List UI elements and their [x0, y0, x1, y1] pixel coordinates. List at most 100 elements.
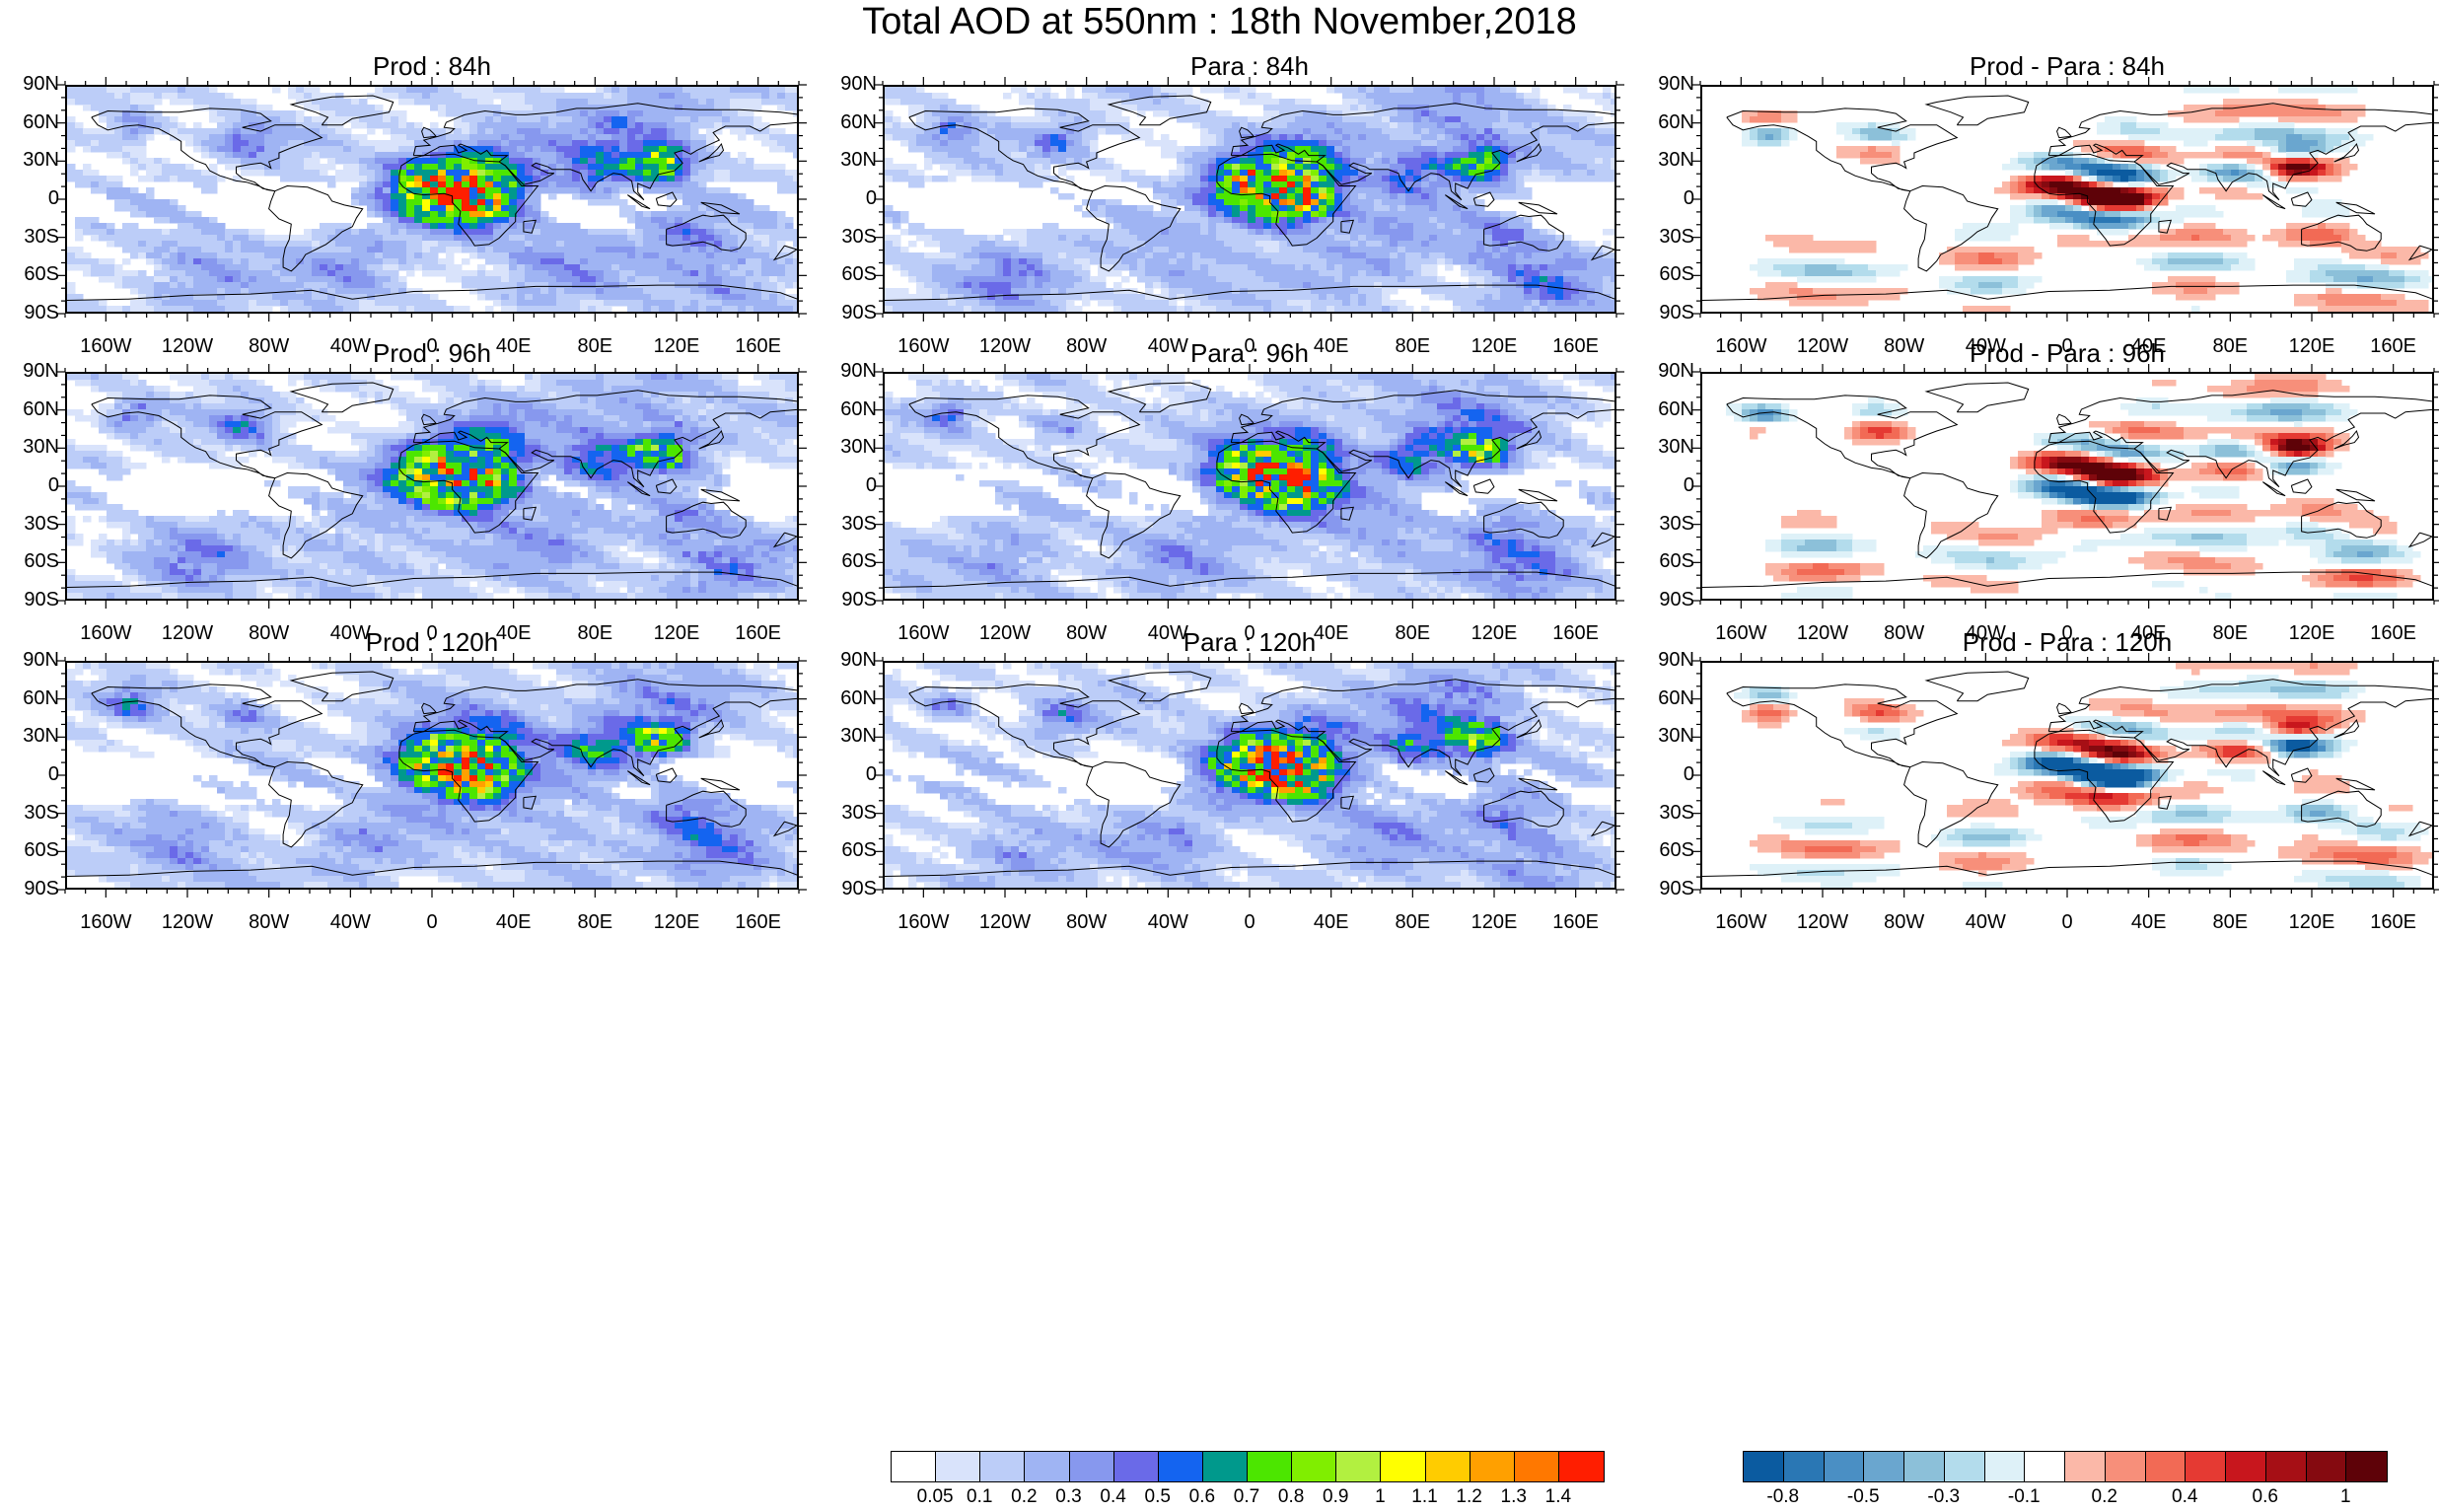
lat-tick-label: 0	[1637, 474, 1694, 497]
colorbar-swatch	[1863, 1451, 1904, 1482]
lat-tick-label: 0	[1637, 763, 1694, 786]
lat-tick-label: 60S	[820, 263, 877, 286]
lat-tick-label: 30S	[1637, 802, 1694, 825]
lat-tick-label: 60N	[1637, 111, 1694, 134]
colorbar-label: -0.8	[1754, 1486, 1813, 1508]
colorbar-swatch	[1335, 1451, 1382, 1482]
colorbar-swatch	[1425, 1451, 1471, 1482]
axis-ticks	[873, 362, 1626, 611]
lon-tick-label: 120W	[1788, 911, 1857, 934]
lon-tick-label: 40E	[479, 911, 548, 934]
colorbar-swatch	[1024, 1451, 1070, 1482]
lat-tick-label: 60N	[820, 111, 877, 134]
lon-tick-label: 40E	[1297, 911, 1366, 934]
colorbar-swatch	[979, 1451, 1026, 1482]
lat-tick-label: 0	[820, 763, 877, 786]
lat-tick-label: 30S	[820, 513, 877, 536]
colorbar-label: -0.1	[1994, 1486, 2053, 1508]
lon-tick-label: 40E	[2115, 911, 2184, 934]
lat-tick-label: 90N	[820, 73, 877, 96]
lon-tick-label: 120W	[153, 911, 222, 934]
lat-tick-label: 30S	[820, 226, 877, 249]
lon-tick-label: 160E	[1542, 911, 1611, 934]
lon-tick-label: 120W	[970, 911, 1040, 934]
colorbar-label: 1	[2316, 1486, 2375, 1508]
lon-tick-label: 160W	[889, 911, 958, 934]
lon-tick-label: 160E	[724, 911, 793, 934]
lat-tick-label: 90N	[1637, 73, 1694, 96]
colorbar-swatch	[935, 1451, 981, 1482]
lon-tick-label: 120E	[1460, 911, 1529, 934]
colorbar-swatch	[2105, 1451, 2146, 1482]
lat-tick-label: 0	[820, 474, 877, 497]
lon-tick-label: 120E	[2277, 911, 2346, 934]
lat-tick-label: 30N	[2, 149, 59, 172]
colorbar-swatch	[1202, 1451, 1249, 1482]
colorbar-swatch	[2345, 1451, 2387, 1482]
colorbar-label: -0.3	[1914, 1486, 1973, 1508]
colorbar-swatch	[2185, 1451, 2226, 1482]
axis-ticks	[55, 362, 809, 611]
lat-tick-label: 90S	[2, 302, 59, 324]
axis-ticks	[55, 75, 809, 324]
axis-ticks	[873, 75, 1626, 324]
lat-tick-label: 30N	[820, 725, 877, 748]
lat-tick-label: 30N	[2, 725, 59, 748]
lat-tick-label: 60S	[1637, 839, 1694, 862]
lat-tick-label: 60N	[820, 398, 877, 421]
lat-tick-label: 60N	[1637, 398, 1694, 421]
colorbar-swatch	[2225, 1451, 2266, 1482]
lat-tick-label: 0	[820, 187, 877, 210]
lat-tick-label: 90S	[820, 302, 877, 324]
colorbar-swatch	[1514, 1451, 1560, 1482]
colorbar-swatch	[891, 1451, 937, 1482]
lon-tick-label: 0	[397, 911, 466, 934]
lat-tick-label: 90N	[2, 649, 59, 672]
lat-tick-label: 30N	[1637, 149, 1694, 172]
lon-tick-label: 80E	[1378, 911, 1447, 934]
lat-tick-label: 60N	[2, 111, 59, 134]
lon-tick-label: 80W	[1052, 911, 1121, 934]
colorbar-swatch	[1158, 1451, 1204, 1482]
lat-tick-label: 90S	[2, 878, 59, 900]
colorbar-label: -0.5	[1833, 1486, 1893, 1508]
lat-tick-label: 90N	[820, 360, 877, 383]
colorbar-swatch	[1824, 1451, 1865, 1482]
lat-tick-label: 0	[2, 763, 59, 786]
lon-tick-label: 160W	[71, 911, 140, 934]
colorbar-swatch	[2265, 1451, 2307, 1482]
lat-tick-label: 30S	[820, 802, 877, 825]
lat-tick-label: 0	[2, 474, 59, 497]
lat-tick-label: 60S	[2, 839, 59, 862]
lon-tick-label: 0	[1215, 911, 1284, 934]
lat-tick-label: 60N	[1637, 687, 1694, 710]
lon-tick-label: 40W	[1951, 911, 2020, 934]
lat-tick-label: 30S	[2, 802, 59, 825]
lat-tick-label: 90N	[1637, 649, 1694, 672]
colorbar-label: 1.4	[1529, 1486, 1588, 1508]
colorbar-swatch	[1903, 1451, 1945, 1482]
lat-tick-label: 30N	[2, 436, 59, 459]
axis-ticks	[873, 651, 1626, 900]
lon-tick-label: 160W	[1706, 911, 1775, 934]
lat-tick-label: 30N	[1637, 436, 1694, 459]
colorbar-swatch	[2145, 1451, 2187, 1482]
lat-tick-label: 30S	[1637, 226, 1694, 249]
lat-tick-label: 90S	[820, 589, 877, 612]
page-title: Total AOD at 550nm : 18th November,2018	[0, 0, 2439, 43]
lon-tick-label: 80W	[1870, 911, 1939, 934]
lat-tick-label: 60S	[820, 839, 877, 862]
lon-tick-label: 80E	[2195, 911, 2264, 934]
axis-ticks	[1690, 75, 2439, 324]
axis-ticks	[1690, 362, 2439, 611]
lat-tick-label: 0	[1637, 187, 1694, 210]
colorbar-swatch	[1743, 1451, 1784, 1482]
lat-tick-label: 90N	[1637, 360, 1694, 383]
lat-tick-label: 60N	[2, 398, 59, 421]
colorbar-swatch	[1069, 1451, 1115, 1482]
colorbar-swatch	[2024, 1451, 2065, 1482]
axis-ticks	[55, 651, 809, 900]
lat-tick-label: 30N	[820, 149, 877, 172]
